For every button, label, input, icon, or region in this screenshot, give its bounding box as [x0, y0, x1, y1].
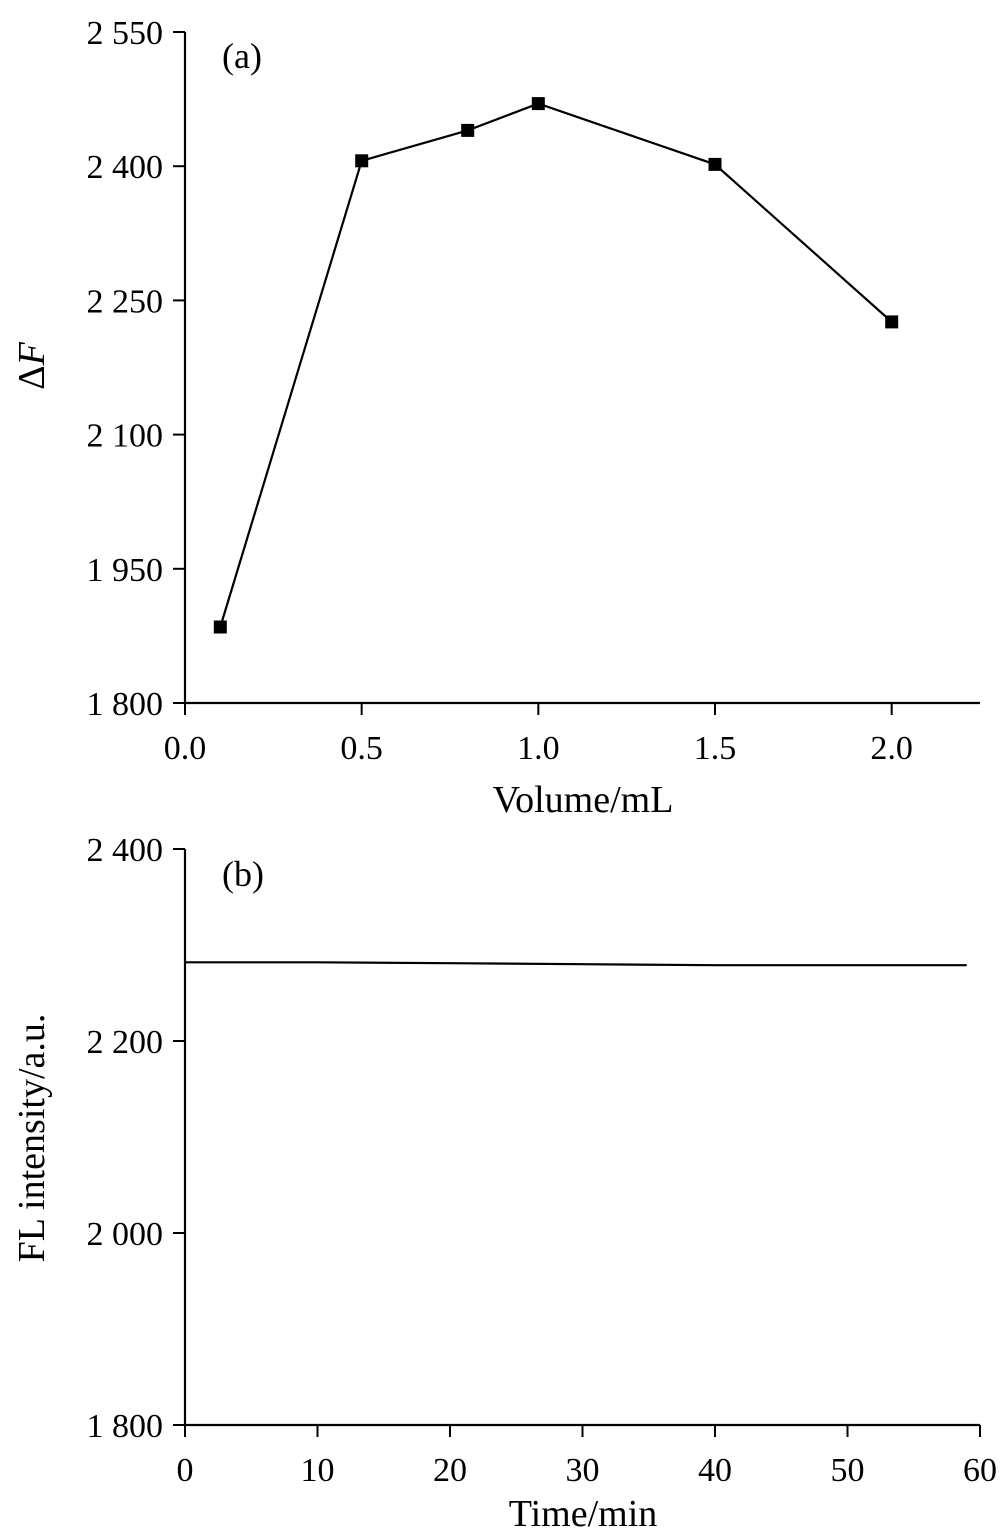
- x-tick-label: 20: [433, 1452, 467, 1489]
- panel-a-ticks: 1 800 1 950 2 100 2 250 2 400 2 550 0.0 0.5 1.0 1…: [87, 15, 913, 767]
- y-tick-label: 2 400: [87, 149, 164, 186]
- y-tick-label: 2 550: [87, 15, 164, 52]
- x-tick-label: 1.0: [517, 730, 560, 767]
- y-tick-label: 1 800: [87, 686, 164, 723]
- x-tick-label: 0: [177, 1452, 194, 1489]
- y-tick-label: 2 000: [87, 1216, 164, 1253]
- panel-a-markers: [213, 97, 899, 634]
- panel-a-volume-chart: 1 800 1 950 2 100 2 250 2 400 2 550 0.0 0.5 1.0 1…: [11, 15, 980, 821]
- panel-a-y-axis-title-delta: Δ: [11, 365, 53, 389]
- y-tick-label: 2 200: [87, 1024, 164, 1061]
- panel-b-time-chart: 1 800 2 000 2 200 2 400 0 10 20 30 40 50 60 (b) Ti…: [11, 832, 997, 1535]
- y-tick-label: 1 800: [87, 1408, 164, 1445]
- x-tick-label: 60: [963, 1452, 997, 1489]
- panel-b-x-axis-title: Time/min: [509, 1493, 658, 1535]
- panel-b-axes: [183, 849, 980, 1427]
- y-tick-label: 2 100: [87, 418, 164, 455]
- panel-a-y-axis-title: ΔF: [11, 341, 53, 389]
- x-tick-label: 1.5: [694, 730, 737, 767]
- panel-b-ticks: 1 800 2 000 2 200 2 400 0 10 20 30 40 50 60: [87, 832, 998, 1489]
- x-tick-label: 0.0: [164, 730, 207, 767]
- data-point-marker: [355, 154, 369, 168]
- data-point-marker: [461, 123, 475, 137]
- data-point-marker: [885, 315, 899, 329]
- y-tick-label: 2 250: [87, 283, 164, 320]
- x-tick-label: 50: [831, 1452, 865, 1489]
- x-tick-label: 2.0: [870, 730, 913, 767]
- x-tick-label: 10: [301, 1452, 335, 1489]
- y-tick-label: 2 400: [87, 832, 164, 869]
- panel-a-x-axis-title: Volume/mL: [493, 779, 674, 821]
- panel-a-series-line: [219, 102, 893, 628]
- panel-b-label: (b): [222, 854, 264, 894]
- panel-b-y-axis-title: FL intensity/a.u.: [11, 1014, 53, 1263]
- y-tick-label: 1 950: [87, 552, 164, 589]
- data-point-marker: [708, 157, 722, 171]
- x-tick-label: 0.5: [340, 730, 383, 767]
- x-tick-label: 40: [698, 1452, 732, 1489]
- data-point-marker: [531, 97, 545, 111]
- data-point-marker: [213, 620, 227, 634]
- x-tick-label: 30: [566, 1452, 600, 1489]
- panel-a-y-axis-title-f: F: [11, 341, 53, 366]
- panel-a-axes: [183, 32, 980, 705]
- panel-b-series-line: [185, 961, 967, 967]
- panel-a-label: (a): [222, 36, 262, 76]
